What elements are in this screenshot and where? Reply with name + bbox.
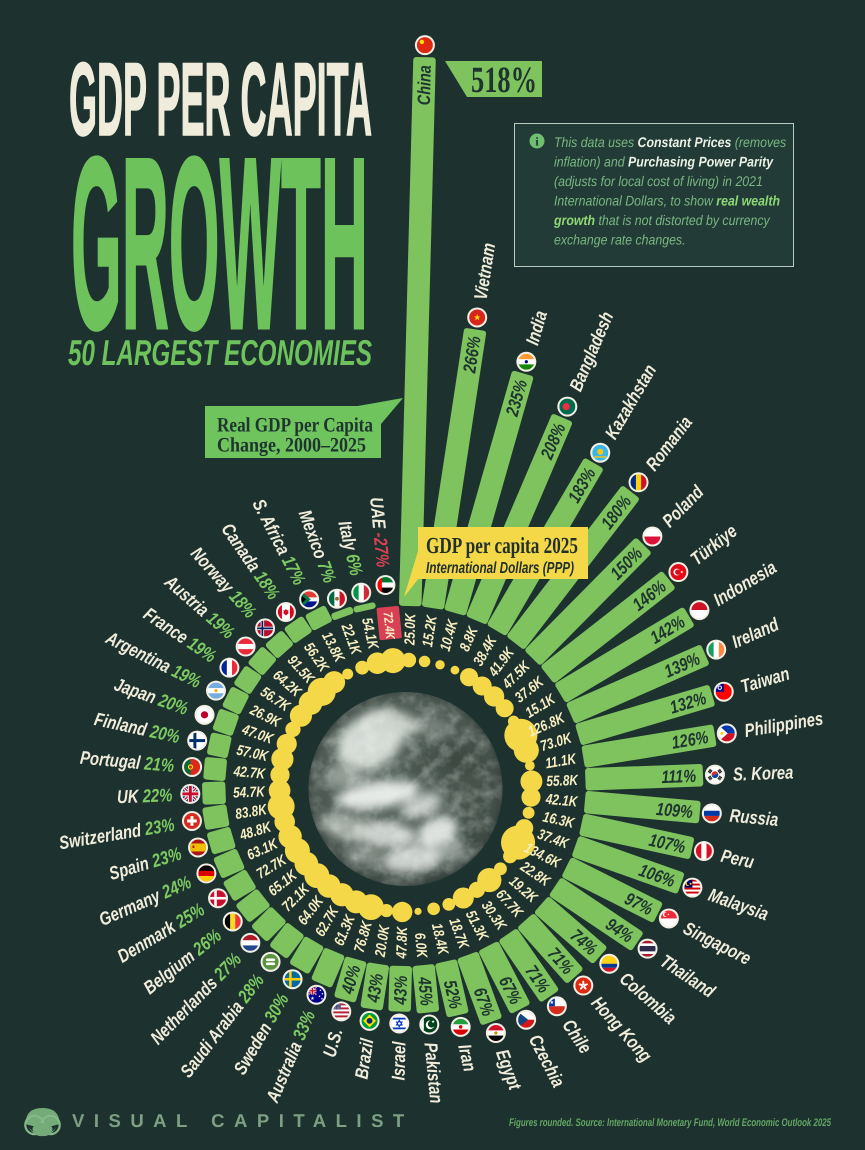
svg-text:16.3K: 16.3K [541,809,576,832]
svg-text:GDP per capita 2025: GDP per capita 2025 [426,533,578,558]
svg-text:42.7K: 42.7K [232,764,267,783]
svg-text:i: i [535,135,539,149]
svg-text:VISUAL CAPITALIST: VISUAL CAPITALIST [72,1110,414,1131]
svg-text:UK 22%: UK 22% [117,784,174,807]
svg-text:This data uses Constant Prices: This data uses Constant Prices (removes [554,134,786,150]
svg-text:Real GDP per Capita: Real GDP per Capita [217,415,373,437]
svg-text:111%: 111% [661,766,696,787]
svg-text:Change, 2000–2025: Change, 2000–2025 [217,435,366,457]
svg-text:inflation) and Purchasing Powe: inflation) and Purchasing Power Parity [554,154,774,170]
svg-text:43%: 43% [390,975,411,1005]
svg-text:11.1K: 11.1K [544,751,578,772]
svg-text:International Dollars (PPP): International Dollars (PPP) [426,560,574,577]
svg-text:Russia: Russia [729,805,779,830]
svg-text:UAE -27%: UAE -27% [366,496,394,568]
svg-text:(adjusts for local cost of liv: (adjusts for local cost of living) in 20… [554,173,763,189]
svg-text:15.2K: 15.2K [420,613,441,648]
svg-text:S. Korea: S. Korea [733,761,794,784]
svg-text:47.8K: 47.8K [394,926,411,960]
svg-text:Figures rounded. Source: Inter: Figures rounded. Source: International M… [509,1117,832,1129]
svg-text:518%: 518% [471,60,537,101]
svg-text:China: China [414,65,435,106]
svg-text:18.4K: 18.4K [428,922,451,957]
svg-text:Israel: Israel [387,1041,409,1081]
svg-text:42.1K: 42.1K [544,792,579,811]
svg-text:Spain 23%: Spain 23% [106,843,184,884]
svg-text:83.8K: 83.8K [234,802,269,823]
svg-text:20.0K: 20.0K [373,923,394,958]
svg-text:exchange rate changes.: exchange rate changes. [554,232,686,248]
svg-text:International Dollars, to show: International Dollars, to show real weal… [554,193,780,209]
svg-text:GDP PER CAPITA: GDP PER CAPITA [69,42,372,158]
svg-text:25.0K: 25.0K [402,612,419,646]
svg-text:growth that is not distorted b: growth that is not distorted by currency [553,212,770,228]
svg-text:54.7K: 54.7K [233,784,266,801]
svg-text:55.8K: 55.8K [546,773,579,790]
svg-text:Portugal 21%: Portugal 21% [79,747,175,776]
svg-text:GROWTH: GROWTH [71,106,368,380]
svg-text:45%: 45% [414,975,437,1006]
svg-text:43%: 43% [363,972,387,1004]
svg-text:72.4K: 72.4K [381,611,399,641]
svg-text:57.0K: 57.0K [235,743,270,766]
svg-text:54.1K: 54.1K [358,616,381,651]
svg-text:50 LARGEST ECONOMIES: 50 LARGEST ECONOMIES [68,332,372,373]
svg-text:109%: 109% [655,799,693,822]
svg-text:6.0K: 6.0K [411,932,430,960]
